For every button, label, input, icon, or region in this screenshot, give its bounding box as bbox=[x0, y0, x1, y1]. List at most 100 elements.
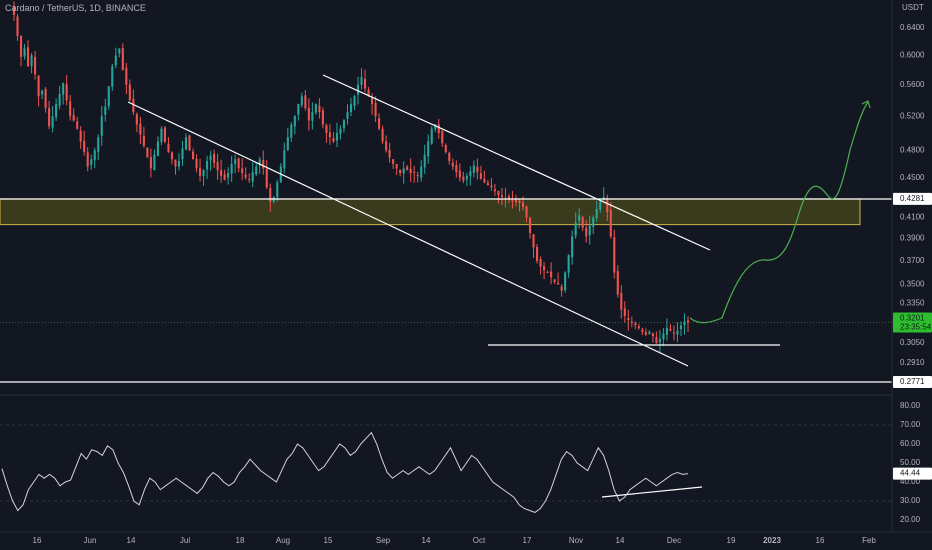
candle-body bbox=[648, 332, 651, 334]
zone-rect bbox=[0, 198, 861, 226]
time-tick-label: Nov bbox=[569, 536, 583, 545]
candle-body bbox=[665, 327, 668, 335]
candle-body bbox=[293, 116, 296, 127]
candle-body bbox=[553, 279, 556, 283]
candle-body bbox=[493, 189, 496, 192]
candle-body bbox=[216, 161, 219, 171]
candle-body bbox=[220, 170, 223, 176]
current-price-label: 0.3201 bbox=[900, 314, 925, 323]
candle-body bbox=[170, 152, 174, 160]
candle-body bbox=[564, 272, 567, 291]
current-price-label-countdown: 23:35:54 bbox=[900, 323, 932, 332]
candle-body bbox=[679, 325, 683, 330]
candle-body bbox=[184, 137, 188, 150]
candle-body bbox=[79, 130, 82, 142]
time-tick-label: 14 bbox=[127, 536, 136, 545]
candle-body bbox=[191, 151, 195, 160]
candle-body bbox=[16, 16, 19, 37]
rsi-divergence-line bbox=[601, 486, 703, 498]
candle-body bbox=[658, 338, 661, 343]
projection-arrowhead bbox=[861, 100, 871, 109]
time-tick-label: 14 bbox=[616, 536, 625, 545]
candle-body bbox=[388, 149, 391, 158]
price-tick-label: 0.4100 bbox=[900, 212, 925, 221]
candle-body bbox=[588, 225, 591, 236]
price-tick-label: 0.5600 bbox=[900, 80, 925, 89]
candle-body bbox=[420, 166, 423, 178]
candle-body bbox=[311, 112, 314, 121]
time-tick-label: 14 bbox=[422, 536, 431, 545]
candle-body bbox=[613, 237, 616, 273]
candle-body bbox=[55, 104, 58, 118]
candle-body bbox=[318, 105, 321, 113]
candle-body bbox=[479, 173, 482, 179]
candle-body bbox=[644, 332, 647, 335]
price-tick-label: 0.3700 bbox=[900, 256, 925, 265]
candle-body bbox=[592, 217, 595, 227]
time-tick-label: Dec bbox=[667, 536, 681, 545]
candle-body bbox=[97, 137, 100, 152]
time-tick-label: 15 bbox=[324, 536, 333, 545]
time-tick-label: Jun bbox=[84, 536, 97, 545]
candle-body bbox=[651, 333, 654, 337]
candle-body bbox=[500, 195, 504, 198]
candle-body bbox=[363, 78, 367, 89]
candle-body bbox=[378, 118, 381, 129]
candle-body bbox=[627, 317, 630, 320]
candle-body bbox=[121, 48, 124, 70]
rsi-tick-label: 70.00 bbox=[900, 420, 921, 429]
candle-body bbox=[248, 178, 251, 180]
candle-body bbox=[195, 158, 198, 169]
candle-body bbox=[19, 36, 23, 57]
candle-body bbox=[314, 104, 317, 113]
candle-body bbox=[430, 128, 433, 144]
candle-body bbox=[265, 168, 268, 188]
zone-top-price-label-bg bbox=[893, 192, 932, 205]
price-tick-label: 0.3900 bbox=[900, 234, 925, 243]
candle-body bbox=[550, 271, 553, 278]
support-price-label: 0.2771 bbox=[900, 377, 925, 386]
candle-body bbox=[72, 115, 75, 121]
candle-body bbox=[458, 170, 461, 178]
candle-body bbox=[244, 174, 247, 178]
candle-body bbox=[497, 190, 500, 196]
candle-body bbox=[34, 56, 37, 75]
time-tick-label: 16 bbox=[816, 536, 825, 545]
candle-body bbox=[307, 107, 310, 121]
candle-body bbox=[571, 236, 574, 258]
candle-body bbox=[65, 84, 68, 101]
candle-body bbox=[209, 155, 212, 161]
candle-body bbox=[276, 182, 279, 198]
candle-body bbox=[23, 48, 26, 57]
candle-body bbox=[342, 120, 346, 129]
candle-body bbox=[132, 98, 135, 113]
candle-body bbox=[427, 141, 430, 157]
candle-body bbox=[620, 293, 623, 310]
candle-body bbox=[258, 159, 261, 166]
candle-body bbox=[213, 153, 216, 163]
symbol-title[interactable]: Cardano / TetherUS, 1D, BINANCE bbox=[5, 3, 146, 13]
price-tick-label: 0.3500 bbox=[900, 280, 925, 289]
time-tick-label: 19 bbox=[727, 536, 736, 545]
candle-body bbox=[578, 215, 581, 221]
time-axis[interactable]: 16 Jun 14 Jul 18 Aug 15 Sep 14 Oct 17 Nov 14 Dec 19 202… bbox=[0, 531, 932, 545]
candle-body bbox=[483, 178, 486, 183]
candle-body bbox=[637, 326, 640, 328]
price-tick-label: 0.6400 bbox=[900, 23, 925, 32]
candle-body bbox=[585, 227, 588, 237]
candle-body bbox=[300, 96, 303, 106]
price-axis[interactable]: 0.6400 0.6000 0.5600 0.5200 0.4800 0.4500 0.41… bbox=[891, 0, 932, 532]
rsi-tick-label: 60.00 bbox=[900, 439, 921, 448]
candle-body bbox=[686, 320, 690, 323]
candle-body bbox=[76, 121, 79, 129]
time-tick-label: Oct bbox=[473, 536, 486, 545]
time-tick-label: 2023 bbox=[763, 536, 781, 545]
candle-body bbox=[198, 168, 202, 176]
candle-body bbox=[262, 160, 265, 169]
candle-body bbox=[304, 95, 307, 109]
candle-body bbox=[595, 209, 598, 219]
price-tick-label: 0.3350 bbox=[900, 298, 925, 307]
candle-body bbox=[490, 185, 493, 188]
candle-body bbox=[374, 102, 377, 117]
